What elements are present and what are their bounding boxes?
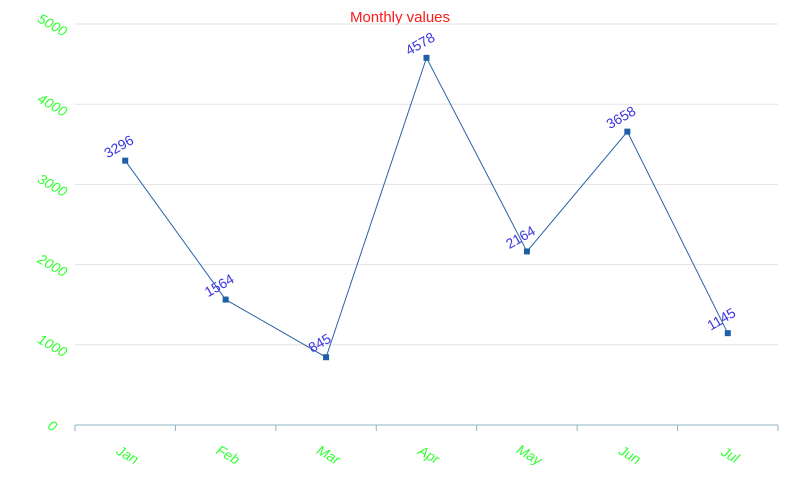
data-label: 3658 (603, 102, 638, 132)
data-label: 4578 (403, 29, 438, 59)
y-tick-label: 0 (45, 417, 60, 435)
x-axis: Jan Feb Mar Apr May Jun Jul (74, 424, 779, 469)
y-tick-label: 5000 (35, 10, 70, 40)
y-tick-label: 3000 (35, 170, 70, 200)
data-point (624, 128, 631, 135)
data-label: 3296 (101, 132, 136, 162)
data-point (122, 157, 129, 164)
x-tick-label: Feb (214, 442, 243, 468)
y-tick-label: 4000 (35, 90, 70, 120)
x-tick-label: Apr (415, 442, 444, 468)
grid-lines (75, 23, 778, 346)
x-tick-label: Jun (615, 442, 644, 468)
y-tick-label: 1000 (35, 331, 70, 361)
y-axis-tick-labels: 0 1000 2000 3000 4000 5000 (34, 10, 70, 435)
x-tick-label: May (514, 441, 546, 469)
data-point (523, 248, 530, 255)
series-polyline (124, 56, 729, 358)
data-label: 1145 (704, 304, 738, 333)
data-point (423, 54, 430, 61)
x-tick-label: Mar (314, 442, 344, 469)
x-tick-label: Jan (113, 442, 142, 468)
data-point (222, 296, 229, 303)
data-label: 1564 (202, 270, 237, 300)
data-point (724, 330, 731, 337)
data-point (323, 354, 330, 361)
x-tick-label: Jul (718, 443, 743, 467)
data-label: 2164 (503, 222, 538, 252)
series-line (122, 54, 731, 361)
data-label: 845 (305, 330, 333, 356)
chart-title: Monthly values (350, 9, 450, 26)
y-tick-label: 2000 (34, 250, 70, 280)
